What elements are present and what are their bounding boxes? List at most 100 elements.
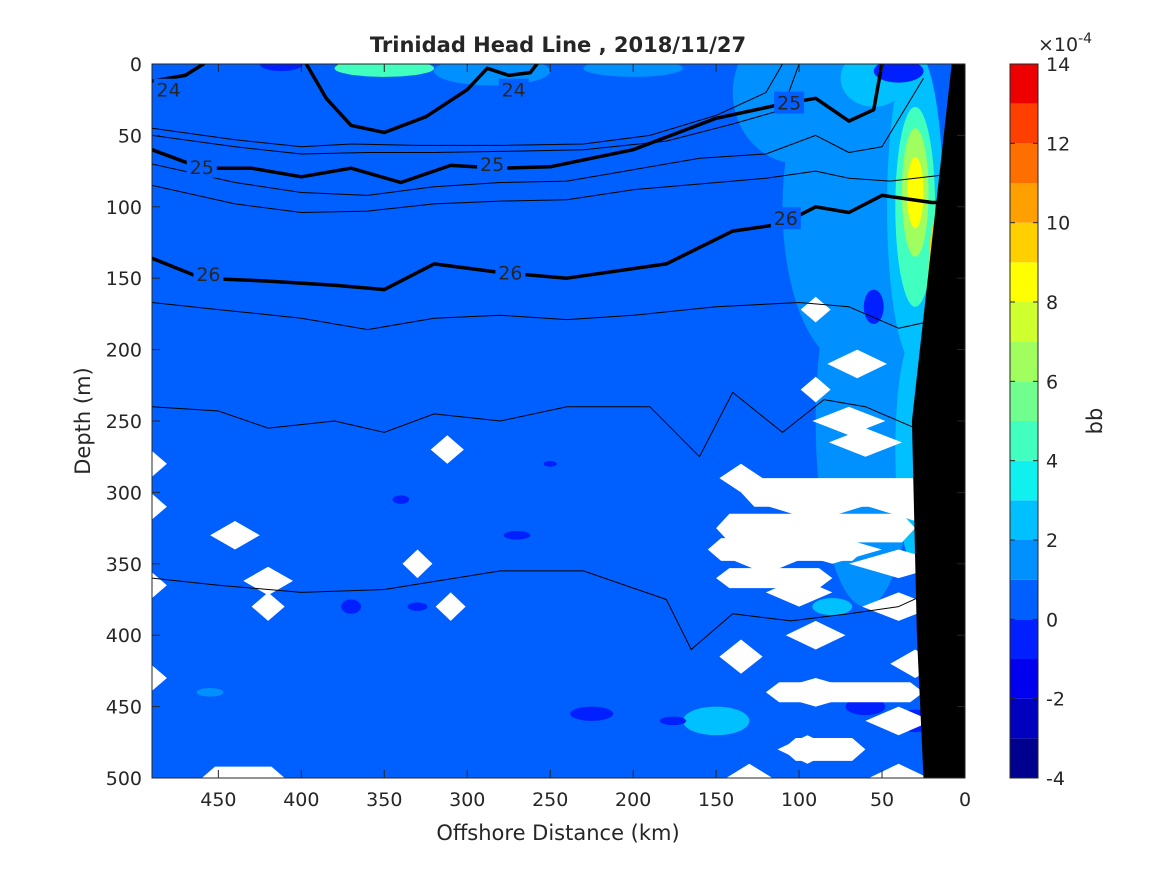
missing-data-patch (785, 620, 846, 650)
contour-label-25: 25 (480, 154, 504, 176)
contour-label-26: 26 (196, 264, 220, 286)
x-tick-label: 250 (532, 789, 568, 811)
contour-label-background (153, 78, 184, 101)
x-tick-label: 350 (366, 789, 402, 811)
level-patch (812, 598, 853, 616)
colorbar-level (1010, 103, 1038, 144)
missing-data-patch (726, 763, 773, 778)
labeled-contours: 24 24 25 25 25 26 26 26 (152, 64, 951, 292)
contour-line-26 (152, 193, 951, 292)
level-patch (863, 289, 884, 324)
colorbar-level (1010, 738, 1038, 778)
colorbar-level (1010, 500, 1038, 540)
contour-label-background (498, 78, 529, 101)
colorbar-level (1010, 460, 1038, 501)
colorbar-level (1010, 302, 1038, 342)
missing-data-patch (152, 665, 167, 691)
missing-data-patch (828, 428, 902, 457)
level-patch (407, 602, 428, 611)
x-tick-label: 200 (615, 789, 651, 811)
contour-line-24 (304, 64, 539, 135)
x-tick-label: 450 (200, 789, 236, 811)
y-tick-label: 150 (106, 268, 142, 290)
thin-contour-line (152, 64, 800, 155)
colorbar-level (1010, 183, 1038, 223)
contour-label-background (193, 262, 224, 285)
colorbar-level (1010, 381, 1038, 421)
x-tick-label: 300 (449, 789, 485, 811)
level-patch (906, 156, 924, 229)
seafloor-profile (911, 64, 965, 778)
colorbar-tick-label: 4 (1046, 451, 1058, 473)
colorbar-exponent-power: -4 (1078, 31, 1092, 47)
colorbar (1010, 64, 1038, 778)
missing-data-patch (152, 493, 167, 520)
colorbar-tick-label: 12 (1046, 133, 1070, 155)
y-tick-label: 250 (106, 411, 142, 433)
x-axis: 450 400 350 300 250 200 150 100 50 0 (200, 64, 971, 811)
colorbar-level (1010, 341, 1038, 382)
colorbar-exponent: ×10-4 (1038, 31, 1092, 56)
contour-label-24: 24 (156, 80, 180, 102)
x-tick-label: 100 (781, 789, 817, 811)
y-tick-label: 450 (106, 697, 142, 719)
y-axis-label: Depth (m) (71, 367, 95, 474)
colorbar-tick-label: 8 (1046, 292, 1058, 314)
missing-data-band (741, 478, 941, 507)
x-axis-label: Offshore Distance (km) (436, 821, 679, 845)
colorbar-tick-label: -4 (1046, 768, 1065, 790)
level-patch (392, 495, 410, 504)
missing-data-patch (868, 763, 929, 778)
y-tick-label: 0 (130, 54, 142, 76)
y-axis: 0 50 100 150 200 250 300 350 400 450 500 (106, 54, 965, 790)
missing-data-patch (251, 592, 285, 621)
contour-label-25: 25 (190, 157, 214, 179)
level-patch (845, 698, 886, 716)
colorbar-frame (1009, 63, 1039, 779)
x-tick-label: 150 (698, 789, 734, 811)
missing-data-patch (430, 435, 464, 464)
missing-data-patch (865, 706, 932, 736)
colorbar-level (1010, 143, 1038, 183)
missing-data-band (782, 738, 866, 761)
colorbar-tick-label: 10 (1046, 213, 1070, 235)
colorbar-ticks: 14 12 10 8 6 4 2 0 -2 -4 (1010, 54, 1070, 790)
colorbar-level (1010, 619, 1038, 659)
missing-data-band (201, 766, 285, 778)
missing-data-patch (827, 349, 887, 379)
colorbar-tick-label: 6 (1046, 371, 1058, 393)
colorbar-tick-label: -2 (1046, 689, 1065, 711)
y-tick-label: 200 (106, 340, 142, 362)
thin-contour-line (152, 302, 932, 331)
level-patch (503, 530, 531, 540)
missing-data-patch (765, 578, 833, 607)
missing-data-patch (402, 549, 433, 579)
thin-contour-line (152, 78, 924, 196)
colorbar-tick-label: 0 (1046, 609, 1058, 631)
missing-data-band (716, 513, 916, 543)
contour-label-24: 24 (502, 80, 526, 102)
missing-data-patch (435, 592, 466, 621)
missing-data-patch (800, 376, 831, 403)
colorbar-tick-label: 14 (1046, 54, 1070, 76)
colorbar-level (1010, 262, 1038, 302)
bathymetry (911, 64, 965, 778)
thin-contour-line (152, 170, 941, 213)
level-patch (659, 716, 687, 726)
contour-label-background (770, 207, 801, 230)
y-tick-label: 50 (118, 125, 142, 147)
thin-contours (152, 64, 941, 650)
y-tick-label: 350 (106, 554, 142, 576)
colorbar-label: bb (1083, 408, 1107, 435)
x-tick-label: 50 (870, 789, 894, 811)
missing-data-patch (243, 566, 293, 596)
colorbar-level (1010, 64, 1038, 104)
missing-data-band (707, 538, 866, 561)
missing-data-patch (719, 639, 763, 674)
level-patch (341, 599, 362, 614)
thin-contour-line (152, 64, 783, 148)
missing-data-patch (210, 521, 260, 550)
level-patch (259, 64, 303, 72)
contour-line-25 (152, 64, 884, 185)
thin-contour-line (152, 391, 916, 458)
